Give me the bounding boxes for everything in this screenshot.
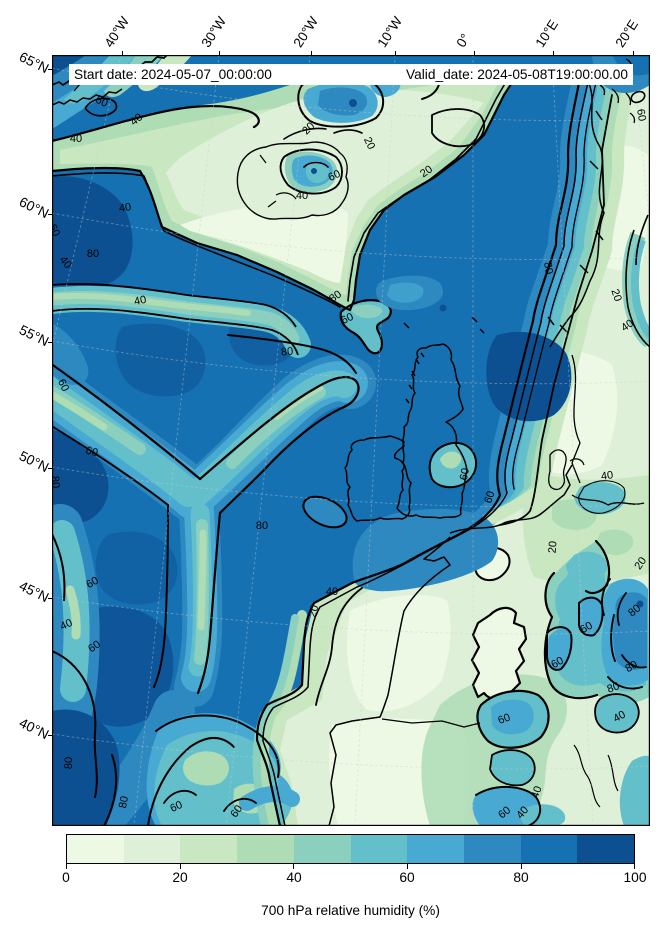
svg-text:20: 20	[632, 555, 649, 572]
svg-text:20: 20	[418, 163, 435, 180]
svg-text:40: 40	[70, 133, 82, 145]
svg-text:40: 40	[118, 201, 132, 215]
svg-text:60: 60	[55, 377, 71, 393]
svg-text:40: 40	[58, 617, 74, 633]
svg-text:40: 40	[326, 586, 338, 598]
svg-text:80: 80	[541, 261, 555, 275]
svg-text:60: 60	[84, 575, 101, 592]
svg-text:60: 60	[52, 222, 62, 238]
svg-text:40: 40	[611, 709, 628, 726]
svg-text:60: 60	[86, 638, 103, 655]
svg-text:80: 80	[52, 475, 62, 488]
svg-text:60: 60	[578, 620, 595, 637]
svg-text:60: 60	[84, 445, 99, 460]
svg-text:80: 80	[117, 795, 131, 809]
svg-text:80: 80	[256, 520, 268, 532]
svg-text:60: 60	[93, 94, 109, 110]
svg-text:40: 40	[619, 317, 636, 334]
svg-text:60: 60	[634, 108, 648, 122]
svg-text:20: 20	[546, 540, 559, 553]
svg-text:80: 80	[87, 248, 99, 260]
svg-text:80: 80	[623, 659, 640, 676]
svg-text:60: 60	[458, 467, 472, 481]
svg-text:80: 80	[606, 680, 622, 695]
svg-text:40: 40	[529, 785, 544, 801]
svg-text:40: 40	[133, 294, 147, 308]
svg-text:20: 20	[361, 135, 377, 151]
svg-text:60: 60	[326, 168, 342, 184]
svg-text:60: 60	[228, 803, 245, 820]
svg-text:80: 80	[327, 288, 344, 305]
svg-text:60: 60	[339, 311, 355, 327]
svg-text:20: 20	[307, 604, 322, 619]
svg-text:40: 40	[600, 469, 614, 483]
svg-text:60: 60	[482, 490, 497, 505]
svg-text:20: 20	[608, 288, 623, 303]
svg-text:60: 60	[496, 712, 512, 727]
svg-text:80: 80	[63, 757, 75, 770]
svg-text:80: 80	[280, 345, 293, 358]
svg-text:40: 40	[296, 190, 308, 202]
svg-text:60: 60	[168, 799, 184, 815]
svg-text:60: 60	[549, 655, 566, 672]
